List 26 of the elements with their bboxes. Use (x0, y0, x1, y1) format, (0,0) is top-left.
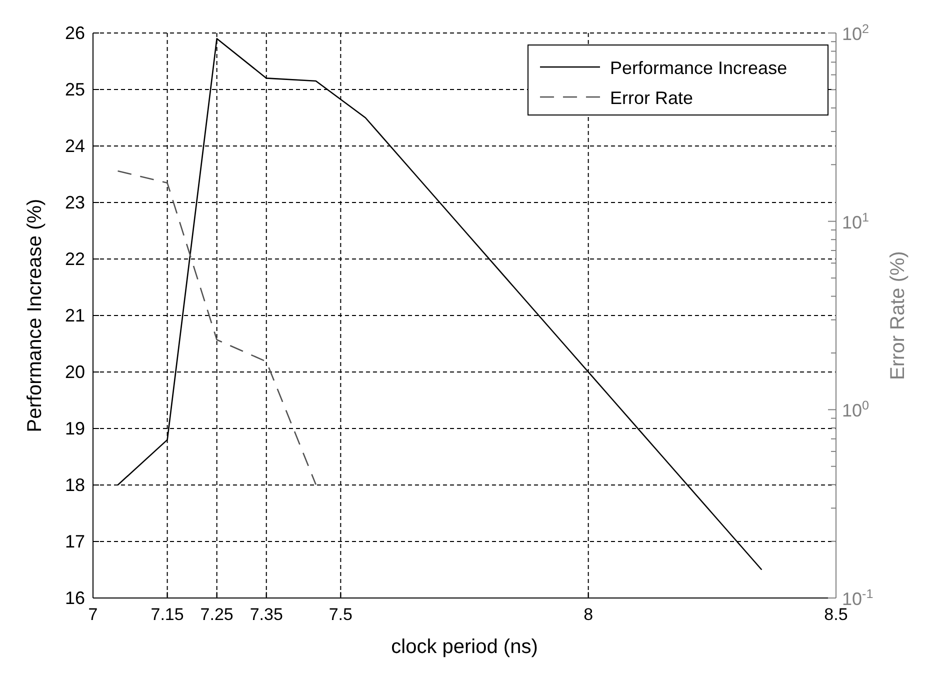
x-axis-title: clock period (ns) (391, 636, 538, 658)
x-tick-label: 8 (584, 605, 594, 624)
legend-label: Error Rate (610, 88, 694, 108)
y-tick-label: 19 (64, 418, 85, 438)
y-tick-label: 16 (64, 588, 85, 608)
y-tick-label: 20 (64, 362, 85, 382)
line-series (117, 170, 317, 486)
x-tick-label: 7.25 (200, 605, 234, 624)
y-tick-label: 21 (64, 306, 85, 326)
x-tick-label: 7.5 (328, 605, 352, 624)
y-tick-label: 23 (64, 192, 85, 212)
y-tick-label: 24 (64, 136, 85, 156)
legend-label: Performance Increase (610, 58, 788, 78)
y2-tick-label: 10$^{2}$ (842, 22, 870, 44)
y-tick-label: 25 (64, 80, 85, 100)
y2-tick-label: 10$^{1}$ (842, 210, 870, 232)
y-axis-title: Performance Increase (%) (24, 198, 46, 432)
y-tick-label: 26 (64, 23, 85, 43)
x-tick-label: 7 (88, 605, 98, 624)
y2-tick-label: 10$^{0}$ (842, 398, 870, 421)
x-tick-label: 7.15 (150, 605, 184, 624)
y-tick-label: 22 (64, 249, 85, 269)
x-tick-label: 7.35 (250, 605, 283, 624)
y2-axis-title: Error Rate (%) (887, 251, 909, 380)
y-tick-label: 17 (64, 532, 85, 552)
y-tick-label: 18 (64, 475, 85, 495)
